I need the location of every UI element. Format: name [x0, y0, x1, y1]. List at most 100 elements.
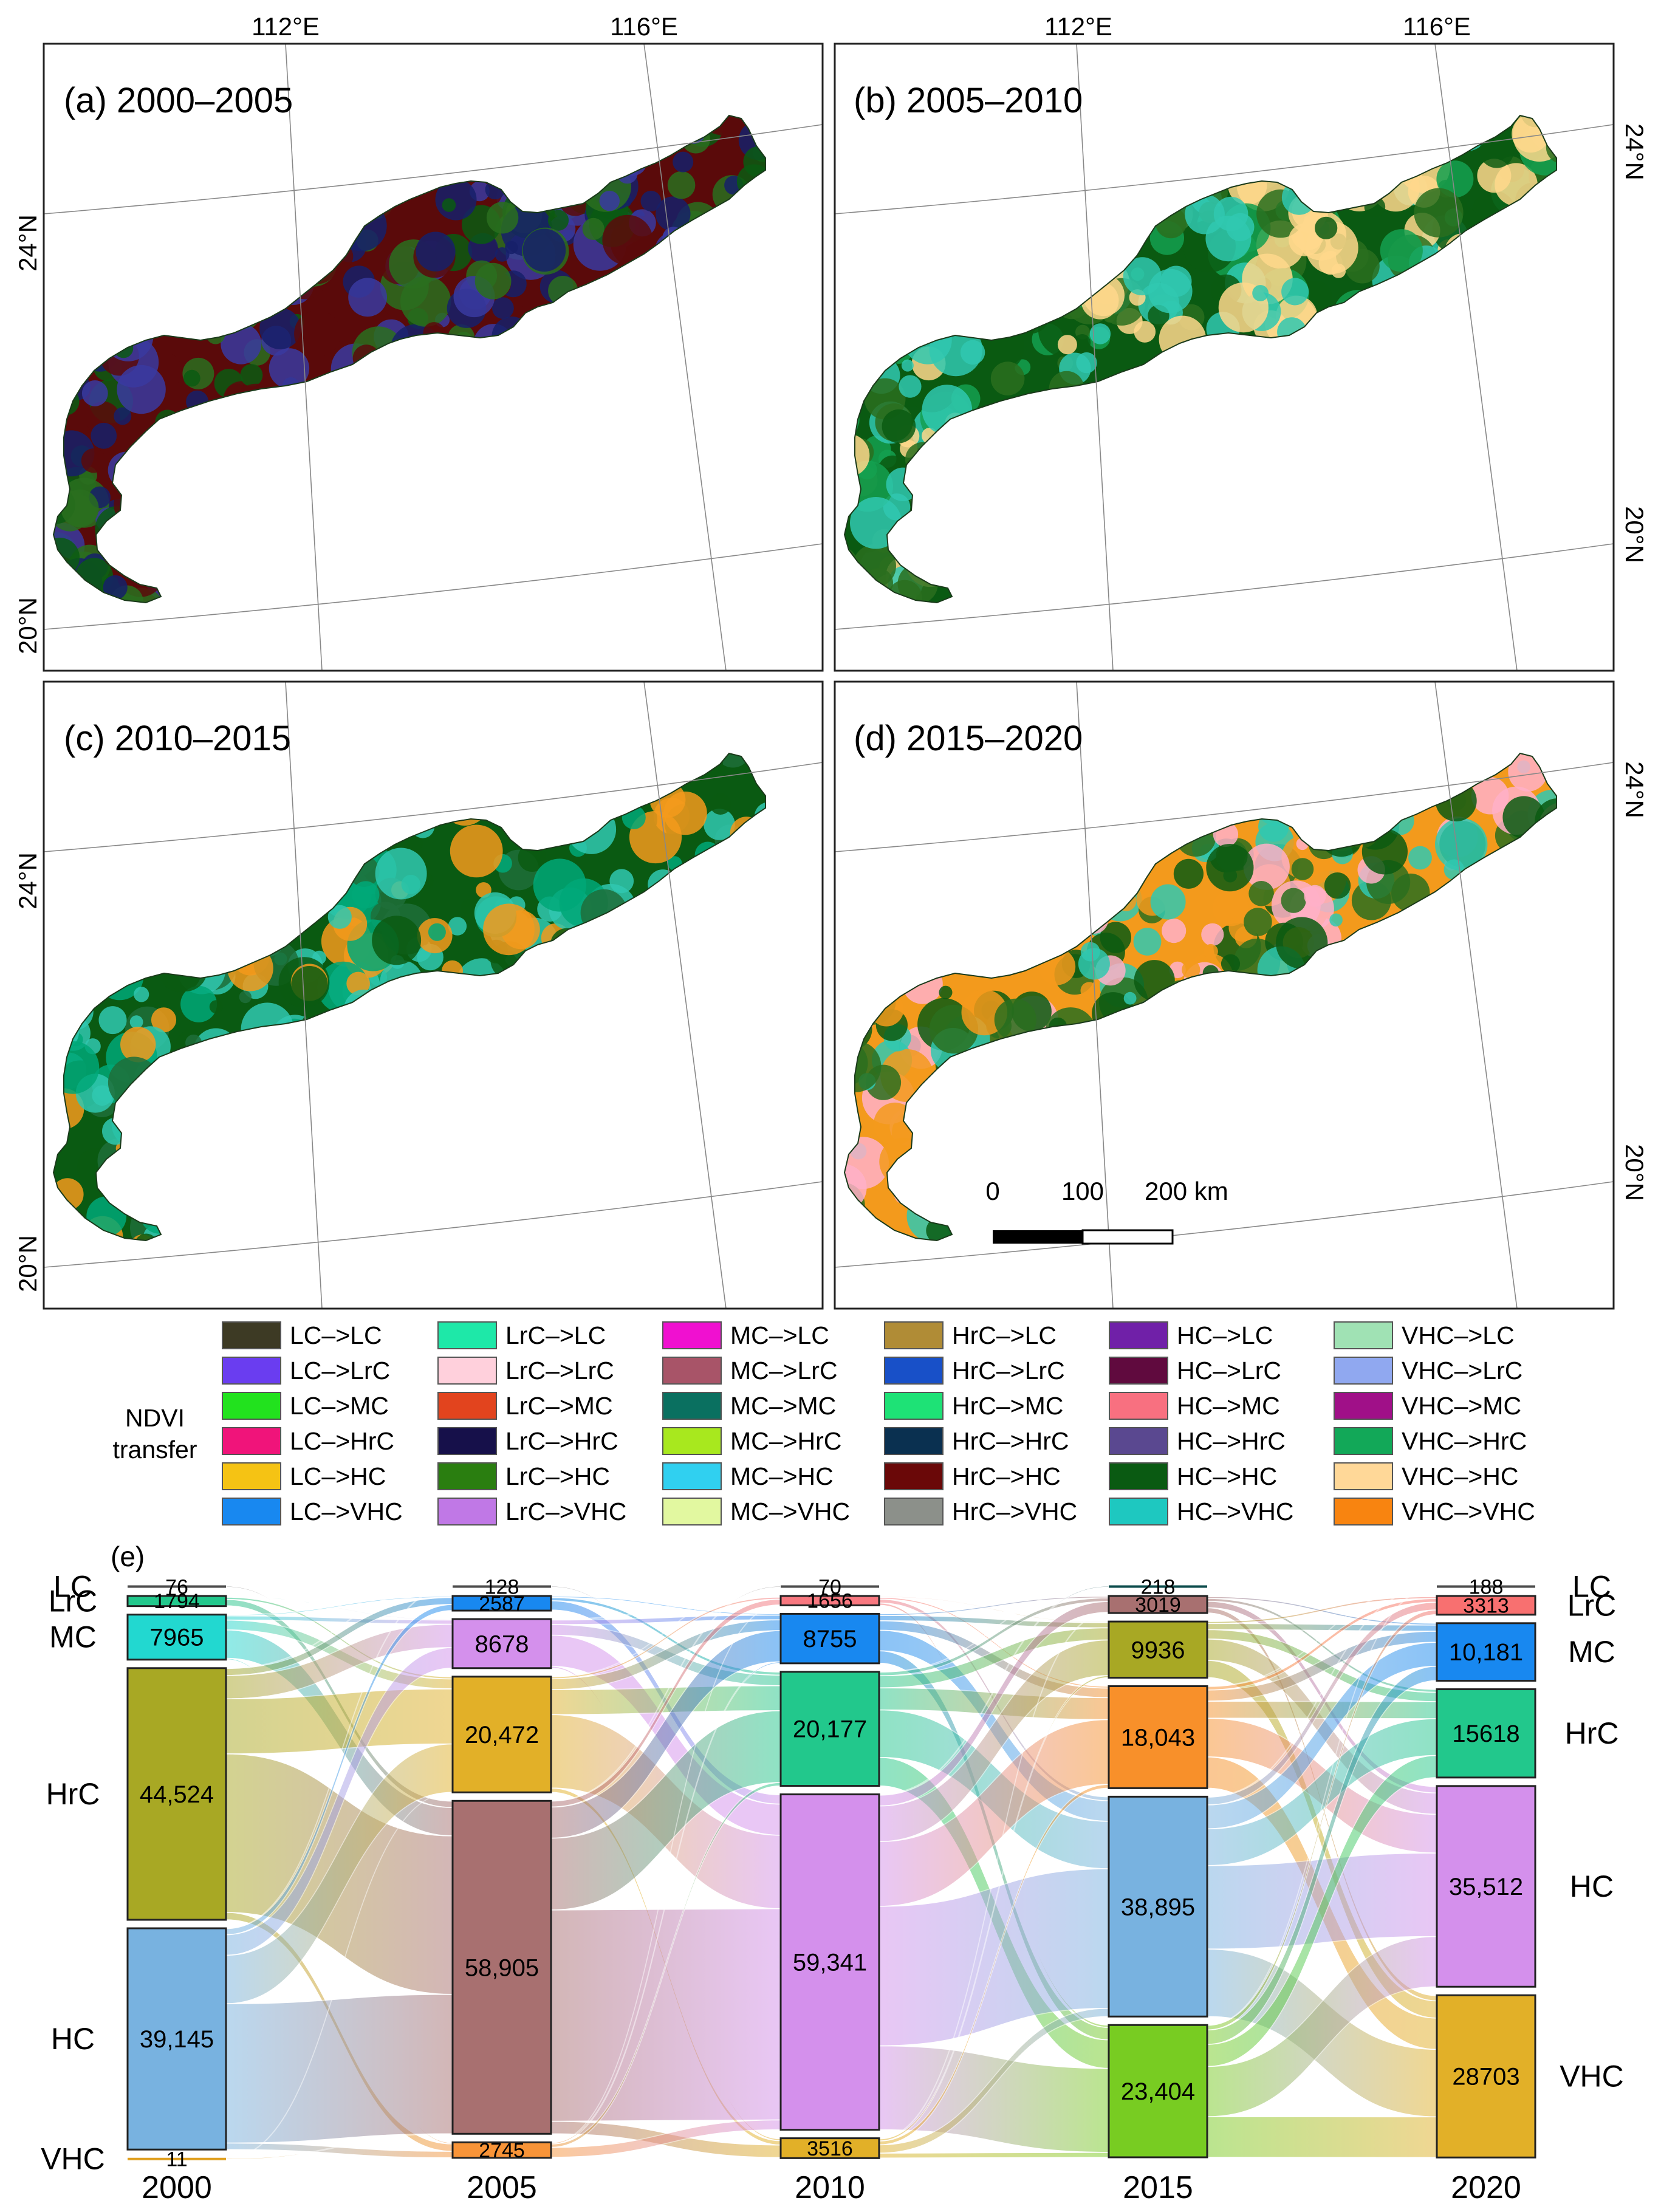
land-patch — [1214, 1106, 1237, 1128]
sankey-node — [126, 1927, 227, 2151]
land-patch — [1508, 900, 1526, 919]
land-patch — [253, 767, 289, 803]
land-patch — [665, 1101, 693, 1128]
land-patch — [1318, 1032, 1356, 1069]
sankey-node-value: 35,512 — [1449, 1874, 1523, 1900]
land-patch — [444, 493, 472, 521]
land-patch — [296, 198, 338, 240]
land-patch — [561, 1236, 574, 1241]
land-patch — [877, 806, 893, 823]
land-patch — [1084, 467, 1135, 518]
land-patch — [727, 878, 765, 923]
land-patch — [1205, 542, 1222, 560]
land-patch — [1182, 594, 1212, 603]
land-patch — [979, 843, 1004, 869]
land-patch — [403, 1100, 433, 1130]
land-patch — [368, 990, 394, 1016]
land-patch — [1096, 409, 1143, 455]
land-patch — [1278, 375, 1300, 397]
land-patch — [1205, 391, 1233, 419]
land-patch — [151, 1064, 193, 1105]
land-patch — [1440, 118, 1454, 132]
sankey-node — [1436, 1595, 1536, 1616]
land-patch — [589, 298, 605, 314]
land-patch — [1448, 129, 1471, 152]
land-patch — [1158, 132, 1196, 170]
land-patch — [607, 1068, 632, 1094]
land-patch — [532, 1120, 563, 1150]
land-patch — [1481, 217, 1524, 261]
land-patch — [510, 755, 561, 806]
land-patch — [56, 252, 70, 265]
land-patch — [1414, 150, 1426, 163]
land-patch — [964, 885, 978, 899]
land-patch — [676, 527, 701, 552]
land-patch — [1203, 1039, 1222, 1059]
land-patch — [1439, 338, 1487, 386]
land-patch — [473, 397, 504, 428]
land-patch — [993, 402, 1007, 416]
land-patch — [443, 594, 475, 603]
land-patch — [712, 233, 741, 262]
land-patch — [200, 1172, 214, 1186]
land-patch — [688, 1166, 725, 1204]
land-patch — [868, 300, 903, 336]
land-patch — [1065, 148, 1095, 178]
land-patch — [394, 1182, 443, 1231]
land-patch — [752, 598, 765, 603]
land-patch — [182, 1149, 220, 1187]
land-patch — [53, 267, 78, 315]
land-patch — [1495, 465, 1533, 502]
land-patch — [1101, 1044, 1148, 1090]
land-patch — [250, 443, 279, 474]
land-patch — [140, 528, 188, 576]
land-patch — [622, 806, 646, 829]
land-patch — [606, 753, 642, 770]
land-patch — [1181, 394, 1204, 416]
land-patch — [1390, 1163, 1420, 1193]
land-patch — [407, 835, 423, 851]
sankey-class-label-left: LC — [53, 1570, 92, 1604]
land-patch — [53, 862, 90, 900]
land-patch — [608, 1117, 632, 1142]
land-patch — [743, 1029, 765, 1081]
land-patch — [1488, 428, 1507, 447]
sankey-node — [1436, 1994, 1536, 2159]
land-patch — [569, 117, 586, 133]
land-patch — [324, 381, 347, 404]
land-patch — [323, 198, 348, 224]
land-patch — [707, 867, 752, 912]
land-patch — [122, 313, 137, 328]
sankey-node — [1108, 1620, 1208, 1679]
land-patch — [1487, 969, 1525, 1007]
sankey-class-label-left: HrC — [46, 1777, 100, 1811]
sankey-link — [550, 2157, 781, 2159]
graticule-line-a-1 — [643, 44, 727, 671]
land-patch — [1474, 1216, 1517, 1241]
land-patch — [592, 967, 610, 985]
land-patch — [1245, 393, 1292, 440]
land-patch — [1360, 971, 1413, 1024]
land-patch — [945, 886, 970, 911]
land-patch — [1396, 1066, 1450, 1119]
land-patch — [1235, 1078, 1254, 1097]
land-patch — [552, 115, 579, 123]
land-patch — [1484, 1055, 1518, 1091]
land-patch — [1302, 542, 1337, 578]
land-patch — [1137, 1100, 1190, 1153]
land-patch — [1145, 179, 1176, 210]
land-patch — [546, 550, 560, 564]
land-patch — [1047, 428, 1068, 450]
lon-label-116-a: 116°E — [610, 12, 678, 41]
land-patch — [761, 1078, 765, 1091]
land-patch — [747, 1002, 765, 1024]
land-patch — [1453, 115, 1465, 126]
land-patch — [1328, 1061, 1366, 1100]
land-patch — [704, 1098, 736, 1129]
land-patch — [1229, 1001, 1258, 1030]
land-patch — [1532, 950, 1557, 997]
land-patch — [333, 1145, 372, 1184]
land-patch — [1479, 865, 1495, 881]
land-patch — [844, 1231, 866, 1241]
land-patch — [460, 348, 510, 399]
